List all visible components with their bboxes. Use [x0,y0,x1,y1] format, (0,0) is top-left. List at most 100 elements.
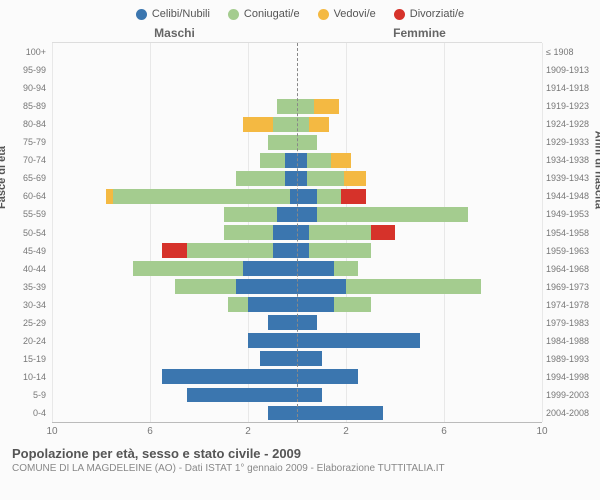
bar-segment [268,406,297,421]
row-female [297,153,542,168]
legend-dot [394,9,405,20]
y-tick-right: 1929-1933 [546,137,589,147]
row-male [52,135,297,150]
bar-segment [334,297,371,312]
bar-segment [297,388,322,403]
y-tick-right: 2004-2008 [546,408,589,418]
y-tick-left: 10-14 [23,372,46,382]
bar-segment [273,243,298,258]
row-female [297,351,542,366]
row-male [52,117,297,132]
y-tick-left: 80-84 [23,119,46,129]
row-male [52,45,297,60]
y-tick-left: 95-99 [23,65,46,75]
y-tick-left: 30-34 [23,300,46,310]
row-female [297,279,542,294]
bar-segment [162,369,297,384]
bar-segment [371,225,396,240]
row-female [297,406,542,421]
center-line [297,43,298,422]
bar-segment [228,297,248,312]
bar-segment [175,279,236,294]
bar-segment [346,279,481,294]
y-tick-left: 0-4 [33,408,46,418]
bar-segment [277,99,297,114]
bar-segment [277,207,297,222]
bar-segment [162,243,187,258]
row-male [52,63,297,78]
row-male [52,189,297,204]
bar-segment [317,207,469,222]
legend-dot [318,9,329,20]
gender-labels: Maschi Femmine [52,24,542,42]
bar-segment [297,315,317,330]
legend-label: Divorziati/e [410,8,464,20]
row-male [52,153,297,168]
bar-segment [290,189,297,204]
legend-item: Vedovi/e [318,8,376,20]
y-tick-right: 1914-1918 [546,83,589,93]
bar-segment [334,261,359,276]
footer: Popolazione per età, sesso e stato civil… [0,440,600,474]
bar-segment [297,99,314,114]
y-tick-left: 15-19 [23,354,46,364]
y-tick-right: 1979-1983 [546,318,589,328]
y-tick-left: 70-74 [23,155,46,165]
bar-segment [268,315,297,330]
legend-item: Celibi/Nubili [136,8,210,20]
bar-segment [297,135,317,150]
y-tick-right: 1924-1928 [546,119,589,129]
y-tick-right: 1934-1938 [546,155,589,165]
bar-segment [285,153,297,168]
x-tick: 2 [245,426,251,437]
bar-segment [297,243,309,258]
bar-segment [314,99,339,114]
bar-segment [243,117,272,132]
y-axis-right: ≤ 19081909-19131914-19181919-19231924-19… [544,43,598,422]
y-tick-left: 5-9 [33,390,46,400]
legend-item: Divorziati/e [394,8,464,20]
row-male [52,243,297,258]
bar-segment [113,189,289,204]
x-tick: 2 [343,426,349,437]
row-male [52,171,297,186]
y-tick-right: 1944-1948 [546,191,589,201]
y-tick-right: 1959-1963 [546,246,589,256]
row-male [52,388,297,403]
legend: Celibi/Nubili Coniugati/e Vedovi/e Divorzia… [0,0,600,24]
bar-segment [341,189,366,204]
y-tick-right: 1939-1943 [546,173,589,183]
bar-segment [248,297,297,312]
legend-label: Vedovi/e [334,8,376,20]
x-axis: 10622610 [52,422,542,440]
bar-segment [297,261,334,276]
legend-item: Coniugati/e [228,8,300,20]
bar-segment [273,225,298,240]
y-tick-right: 1949-1953 [546,209,589,219]
bar-segment [297,171,307,186]
legend-dot [228,9,239,20]
x-tick: 6 [441,426,447,437]
plot: Fasce di età Anni di nascita 100+95-9990… [52,42,542,422]
chart-title: Popolazione per età, sesso e stato civil… [12,446,590,461]
bar-segment [224,207,278,222]
y-tick-right: 1999-2003 [546,390,589,400]
row-male [52,207,297,222]
bar-segment [187,388,297,403]
row-male [52,81,297,96]
y-tick-right: 1954-1958 [546,228,589,238]
row-female [297,315,542,330]
row-female [297,117,542,132]
bar-segment [297,153,307,168]
row-female [297,63,542,78]
row-female [297,99,542,114]
bar-segment [297,225,309,240]
row-male [52,315,297,330]
row-female [297,207,542,222]
bar-segment [297,189,317,204]
bar-segment [106,189,113,204]
chart-subtitle: COMUNE DI LA MAGDELEINE (AO) - Dati ISTA… [12,463,590,474]
bar-segment [224,225,273,240]
bar-segment [273,117,298,132]
bar-segment [309,225,370,240]
